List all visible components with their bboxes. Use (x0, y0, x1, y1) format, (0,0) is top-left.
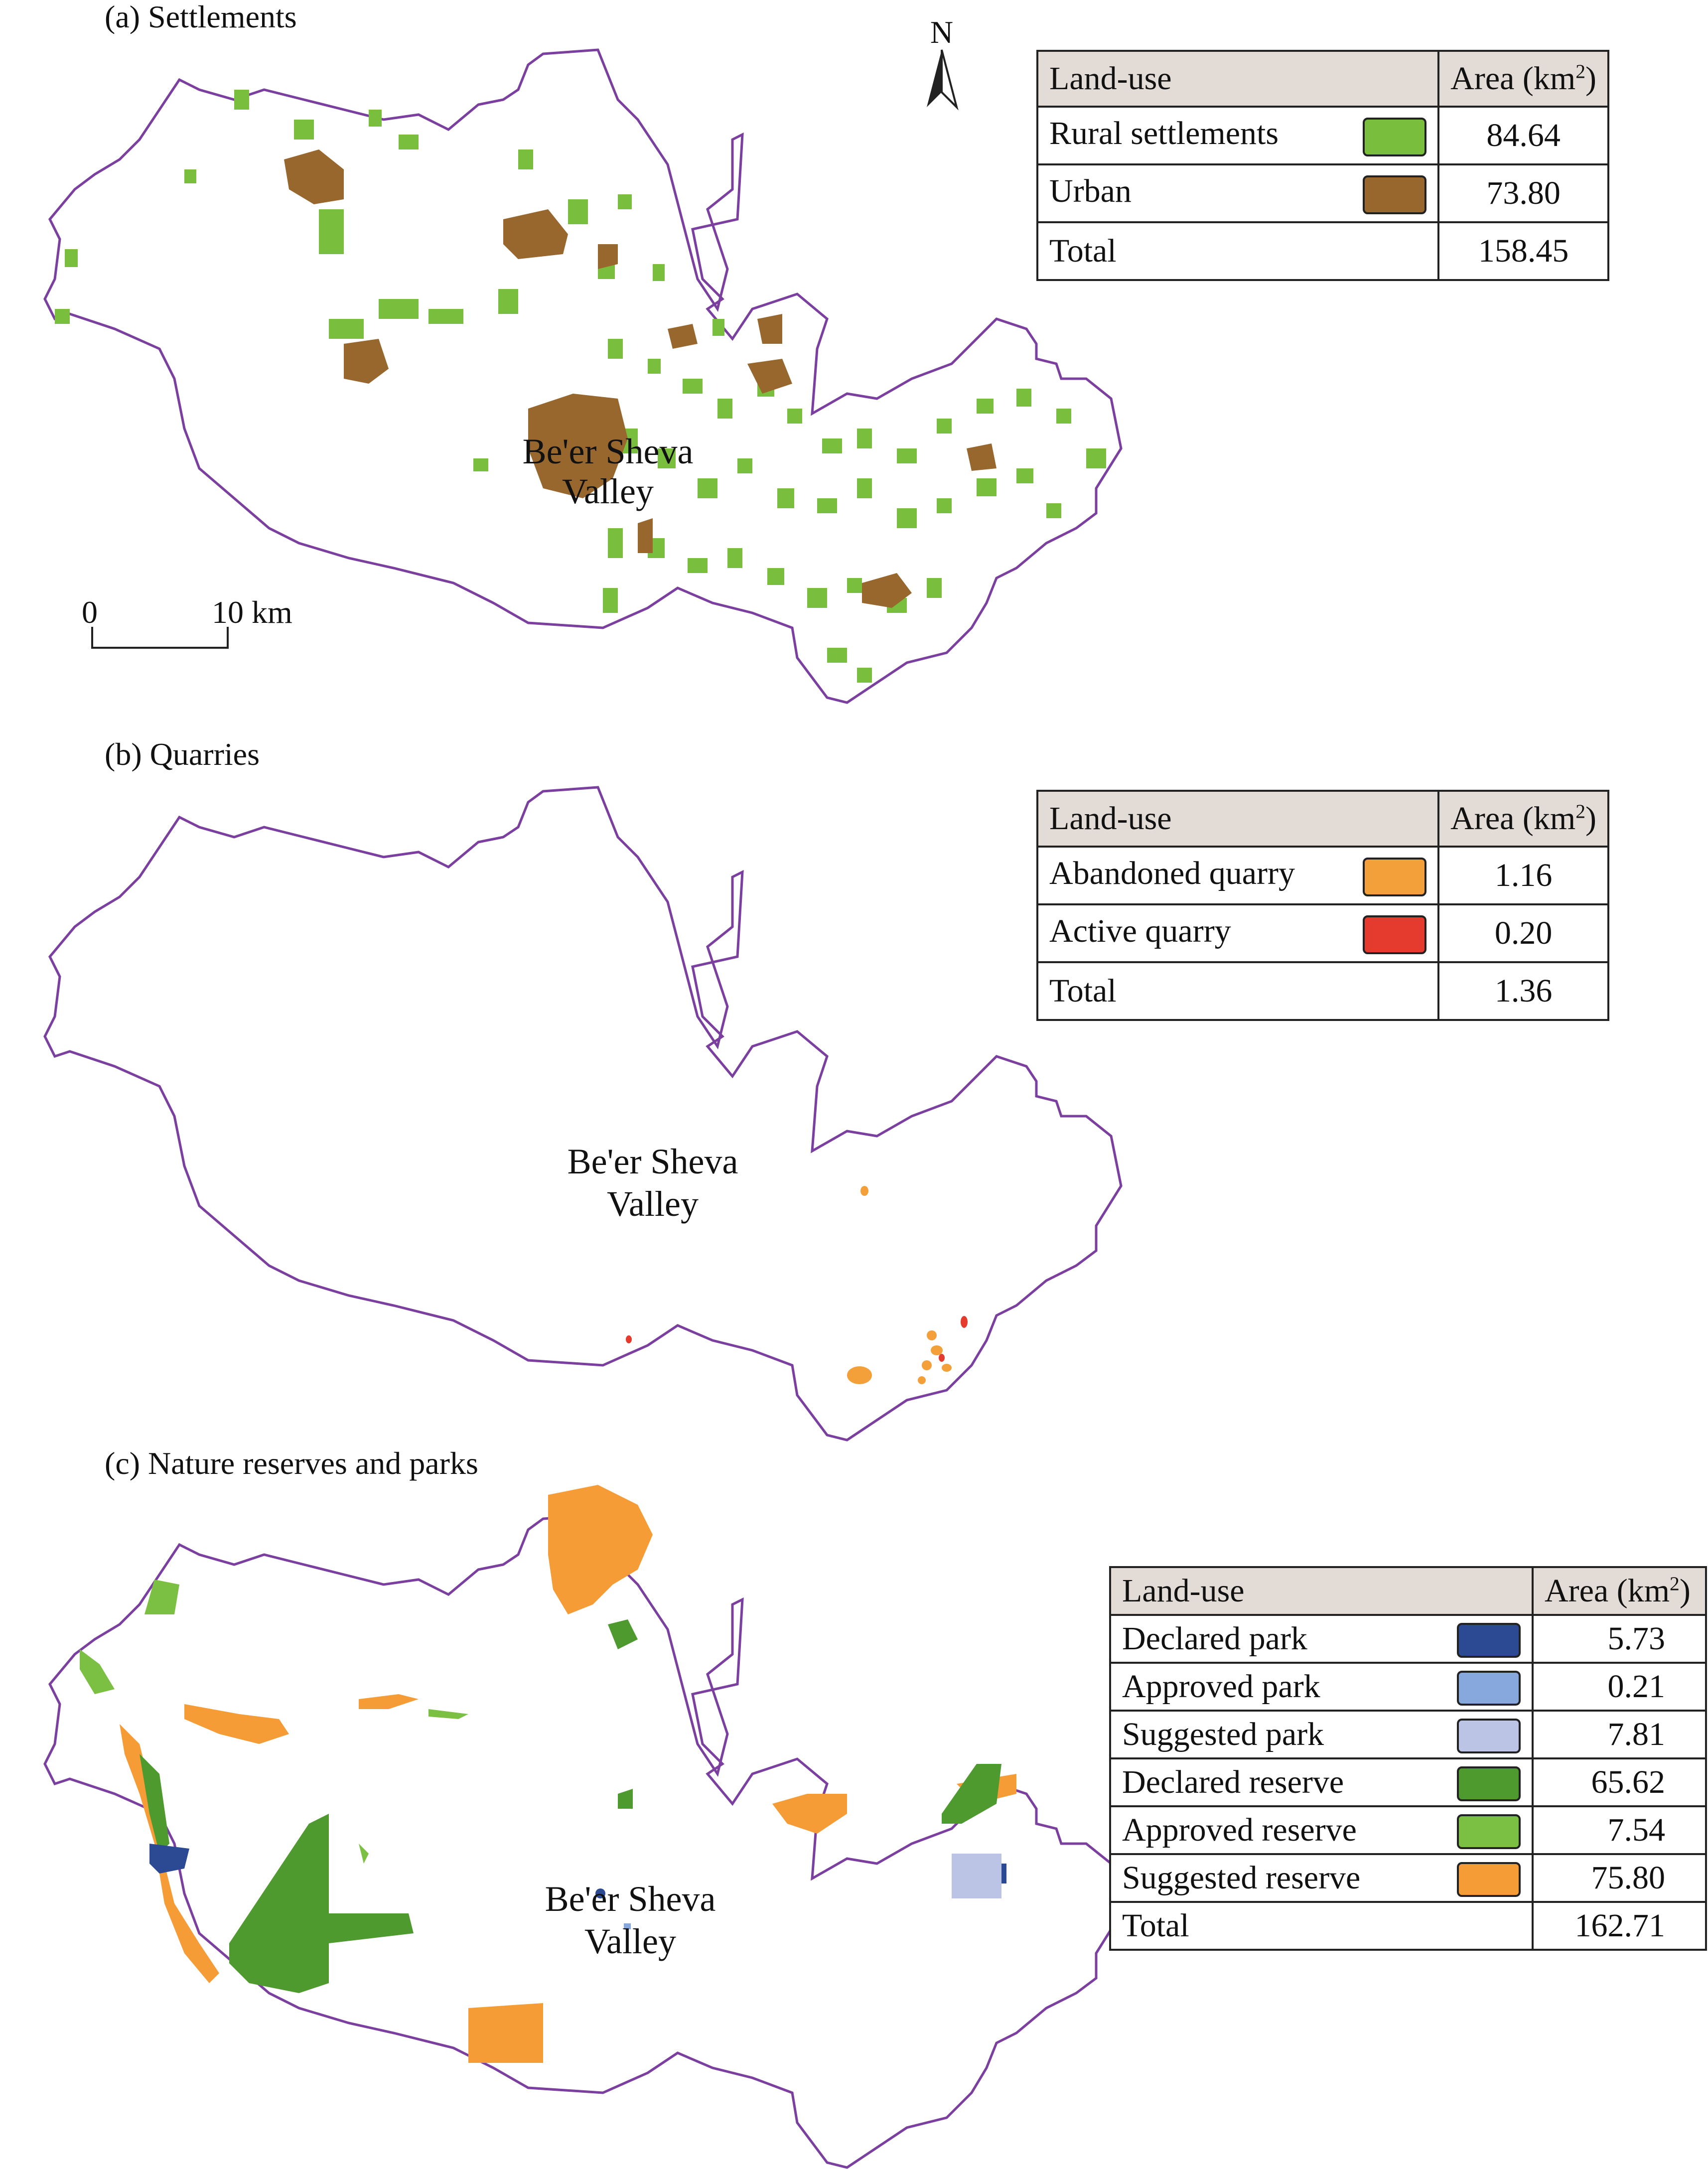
approved-park-swatch (1457, 1671, 1521, 1706)
declared-reserve-patches (140, 1619, 1001, 1993)
panel-c-place-label-2: Valley (584, 1921, 676, 1961)
panel-c-title: (c) Nature reserves and parks (105, 1446, 478, 1481)
panel-a-boundary (45, 50, 1121, 703)
suggested-park-patches (952, 1854, 1001, 1898)
legend-c-col-area: Area (km2) (1532, 1566, 1707, 1616)
rural-swatch (1363, 118, 1427, 156)
svg-text:N: N (930, 14, 953, 50)
legend-b-row-total: Total (1036, 961, 1440, 1021)
legend-c-value-approved-reserve: 7.54 (1532, 1805, 1707, 1855)
panel-b-map: Be'er Sheva Valley (45, 787, 1121, 1440)
urban-swatch (1363, 175, 1427, 214)
panel-b-legend: Land-use Area (km2) Abandoned quarry 1.1… (1036, 790, 1609, 1021)
legend-b-value-active: 0.20 (1437, 903, 1609, 963)
legend-c-row-total: Total (1109, 1901, 1534, 1951)
panel-c-legend: Land-use Area (km2) Declared park 5.73 A… (1109, 1566, 1707, 1951)
declared-reserve-swatch (1457, 1766, 1521, 1801)
urban-patches (284, 149, 996, 608)
legend-b-row-abandoned: Abandoned quarry (1036, 846, 1440, 905)
legend-c-row-suggested-reserve: Suggested reserve (1109, 1853, 1534, 1903)
panel-a-place-label-2: Valley (562, 471, 654, 511)
legend-c-value-approved-park: 0.21 (1532, 1662, 1707, 1712)
panel-a-legend: Land-use Area (km2) Rural settlements 84… (1036, 50, 1609, 281)
panel-a-map: Be'er Sheva Valley N 0 10 km (45, 14, 1121, 703)
legend-a-col-area: Area (km2) (1437, 50, 1609, 108)
approved-reserve-patches (80, 1580, 468, 1864)
svg-text:0: 0 (82, 594, 98, 630)
legend-b-col-landuse: Land-use (1036, 790, 1440, 848)
suggested-park-swatch (1457, 1719, 1521, 1753)
legend-c-value-declared-reserve: 65.62 (1532, 1757, 1707, 1807)
legend-c-value-suggested-reserve: 75.80 (1532, 1853, 1707, 1903)
panel-c-map: Be'er Sheva Valley (45, 1485, 1121, 2168)
panel-b-place-label-2: Valley (607, 1184, 699, 1224)
north-arrow-icon: N (927, 14, 959, 111)
legend-a-row-urban: Urban (1036, 163, 1440, 223)
legend-a-value-urban: 73.80 (1437, 163, 1609, 223)
legend-b-value-total: 1.36 (1437, 961, 1609, 1021)
legend-c-row-declared-park: Declared park (1109, 1614, 1534, 1664)
panel-a-title: (a) Settlements (105, 0, 297, 34)
abandoned-quarry-swatch (1363, 858, 1427, 896)
legend-c-row-approved-reserve: Approved reserve (1109, 1805, 1534, 1855)
legend-a-row-total: Total (1036, 221, 1440, 281)
panel-c-place-label: Be'er Sheva (545, 1879, 716, 1919)
panel-b-place-label: Be'er Sheva (568, 1142, 738, 1181)
panel-c-boundary (45, 1515, 1121, 2168)
scale-bar: 0 10 km (82, 594, 292, 649)
legend-b-row-active: Active quarry (1036, 903, 1440, 963)
legend-c-col-landuse: Land-use (1109, 1566, 1534, 1616)
legend-c-row-suggested-park: Suggested park (1109, 1710, 1534, 1759)
active-quarry-patches (626, 1316, 968, 1362)
declared-park-swatch (1457, 1623, 1521, 1658)
legend-c-value-declared-park: 5.73 (1532, 1614, 1707, 1664)
legend-c-value-total: 162.71 (1532, 1901, 1707, 1951)
approved-reserve-swatch (1457, 1814, 1521, 1849)
approved-park-patches (624, 1923, 631, 1929)
legend-a-col-landuse: Land-use (1036, 50, 1440, 108)
abandoned-quarry-patches (847, 1186, 952, 1384)
legend-c-value-suggested-park: 7.81 (1532, 1710, 1707, 1759)
suggested-reserve-patches (120, 1485, 1016, 2063)
panel-b-boundary (45, 787, 1121, 1440)
rural-settlement-patches (55, 90, 1106, 683)
legend-c-row-declared-reserve: Declared reserve (1109, 1757, 1534, 1807)
panel-b-title: (b) Quarries (105, 736, 260, 772)
suggested-reserve-swatch (1457, 1862, 1521, 1897)
panel-a-place-label: Be'er Sheva (523, 432, 694, 471)
legend-b-col-area: Area (km2) (1437, 790, 1609, 848)
legend-a-value-total: 158.45 (1437, 221, 1609, 281)
legend-a-row-rural: Rural settlements (1036, 106, 1440, 165)
svg-text:10 km: 10 km (212, 594, 292, 630)
legend-b-value-abandoned: 1.16 (1437, 846, 1609, 905)
active-quarry-swatch (1363, 915, 1427, 954)
legend-c-row-approved-park: Approved park (1109, 1662, 1534, 1712)
legend-a-value-rural: 84.64 (1437, 106, 1609, 165)
